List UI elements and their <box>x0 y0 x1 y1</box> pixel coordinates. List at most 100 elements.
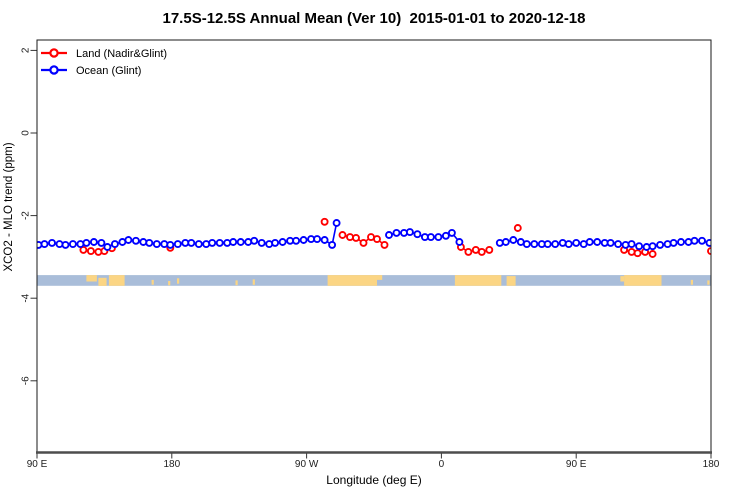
ocean-data-point <box>271 238 280 247</box>
ocean-data-point <box>635 242 644 251</box>
ocean-data-point <box>160 240 169 249</box>
ocean-data-point <box>55 240 64 249</box>
ocean-data-point <box>690 236 699 245</box>
ocean-data-point <box>585 238 594 246</box>
ocean-data-point <box>82 238 91 247</box>
ocean-data-point <box>656 240 665 249</box>
ocean-data-point <box>413 230 422 239</box>
ocean-data-point <box>166 240 175 249</box>
ocean-data-point <box>229 238 238 246</box>
ocean-data-point <box>495 238 504 247</box>
land-data-point <box>513 224 522 232</box>
ocean-data-point <box>627 240 636 249</box>
land-data-point <box>79 245 88 254</box>
land-data-point <box>633 249 642 258</box>
land-data-point <box>86 247 95 256</box>
ocean-data-point <box>194 240 203 249</box>
ocean-data-point <box>131 236 140 245</box>
legend-ocean-marker-icon <box>49 65 59 75</box>
legend: Land (Nadir&Glint) Ocean (Glint) <box>41 48 167 77</box>
x-tick-label: 180 <box>703 459 720 470</box>
map-strip-land-fiji <box>168 281 171 286</box>
ocean-data-point <box>434 233 443 242</box>
ocean-data-point <box>663 240 672 249</box>
ocean-data-point <box>509 236 518 244</box>
land-data-point <box>346 233 354 242</box>
ocean-data-point <box>139 238 148 246</box>
land-data-point <box>373 235 381 244</box>
map-strip-land-australia <box>86 275 97 282</box>
ocean-data-point <box>61 240 70 249</box>
legend-land-marker-icon <box>49 48 59 58</box>
x-axis-ticks: 90 E 180 90 W 0 90 E 180 <box>27 453 720 470</box>
y-tick-label: 2 <box>21 47 32 53</box>
ocean-data-point <box>593 238 602 246</box>
ocean-data-point <box>89 238 98 246</box>
land-data-point <box>485 245 494 254</box>
ocean-data-point <box>37 240 43 249</box>
map-strip-group <box>37 275 711 286</box>
map-strip-land-south-america <box>327 275 377 286</box>
ocean-data-point <box>257 238 266 247</box>
ocean-data-point <box>110 240 119 249</box>
ocean-data-point <box>152 240 161 249</box>
map-strip-land-australia <box>620 276 625 282</box>
map-strip-land-africa <box>454 275 502 286</box>
ocean-data-point <box>621 240 630 249</box>
ocean-data-point <box>145 238 154 247</box>
ocean-data-point <box>405 228 414 237</box>
ocean-data-point <box>292 236 301 245</box>
ocean-data-point <box>320 236 329 244</box>
map-strip-land-samoa <box>177 278 180 284</box>
ocean-data-point <box>447 228 456 237</box>
ocean-data-point <box>313 235 322 244</box>
ocean-data-point <box>250 236 259 245</box>
legend-ocean-label: Ocean (Glint) <box>76 65 141 77</box>
ocean-data-point <box>648 242 657 251</box>
ocean-data-point <box>392 228 401 237</box>
ocean-data-point <box>223 238 232 247</box>
ocean-series <box>37 219 711 251</box>
ocean-data-point <box>124 236 133 244</box>
ocean-data-point <box>244 238 253 246</box>
ocean-data-point <box>385 231 393 239</box>
ocean-data-point <box>572 238 581 247</box>
map-strip-land-south-america <box>377 275 383 280</box>
land-data-point <box>627 247 636 256</box>
x-tick-label: 90 E <box>27 459 48 470</box>
land-data-point <box>352 233 360 242</box>
ocean-data-point <box>76 240 85 249</box>
ocean-data-point <box>669 238 678 247</box>
ocean-data-point <box>543 240 552 249</box>
legend-land-label: Land (Nadir&Glint) <box>76 48 167 60</box>
map-strip-land-madagascar <box>506 276 516 286</box>
land-data-point <box>464 247 473 256</box>
map-strip-land-fiji <box>707 280 710 285</box>
ocean-data-point <box>236 238 245 246</box>
land-data-point <box>648 250 657 258</box>
land-data-point <box>477 247 486 256</box>
ocean-data-point <box>299 236 308 244</box>
ocean-data-point <box>455 238 464 246</box>
ocean-data-point <box>426 233 435 242</box>
ocean-data-point <box>564 240 573 249</box>
ocean-data-point <box>501 238 510 246</box>
y-axis-title: XCO2 - MLO trend (ppm) <box>3 142 15 271</box>
ocean-data-point <box>551 240 560 249</box>
land-data-point <box>707 247 711 256</box>
land-data-point <box>359 238 368 247</box>
ocean-data-point <box>215 238 224 247</box>
y-tick-label: -4 <box>21 293 32 302</box>
y-tick-label: -2 <box>21 211 32 220</box>
ocean-data-point <box>530 240 539 249</box>
ocean-data-point <box>40 240 49 249</box>
ocean-data-point <box>97 238 106 247</box>
ocean-data-point <box>606 238 615 247</box>
ocean-data-point <box>677 238 685 246</box>
x-tick-label: 0 <box>439 459 445 470</box>
ocean-data-point <box>208 238 217 247</box>
ocean-data-point <box>332 219 341 227</box>
ocean-data-point <box>698 236 706 245</box>
